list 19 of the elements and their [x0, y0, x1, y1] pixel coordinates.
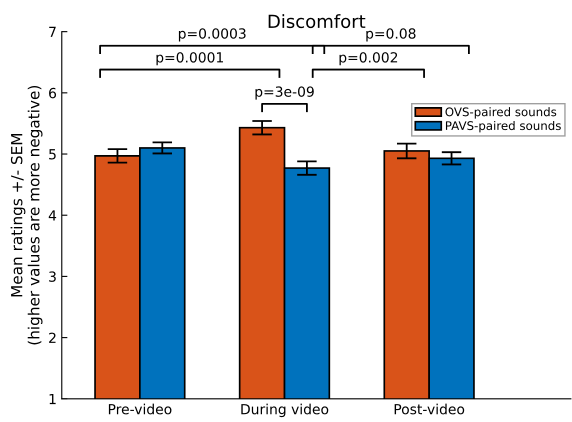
annotation: p=3e-09: [256, 86, 314, 100]
y-tick-label: 4: [48, 210, 56, 220]
annotation: p=0.0001: [156, 52, 224, 66]
y-tick-label: 6: [49, 88, 56, 98]
y-tick-label: 7: [49, 26, 56, 37]
annotation: p=0.0003: [178, 28, 246, 42]
y-tick-label: 1: [50, 394, 56, 404]
legend-label: OVS-paired sounds: [445, 107, 556, 119]
x-tick-label: Pre-video: [108, 404, 172, 414]
annotation: p=0.002: [340, 52, 398, 66]
x-tick-label: Post-video: [394, 404, 464, 414]
legend-label: PAVS-paired sounds: [446, 120, 561, 132]
y-axis-title: Mean ratings +/- SEM (higher values are more negative): [10, 86, 43, 344]
chart-title: Discomfort: [268, 14, 366, 28]
y-tick-label: 3: [49, 271, 56, 282]
y-tick-label: 5: [49, 149, 56, 160]
x-tick-label: During video: [241, 404, 328, 418]
annotation: p=0.08: [366, 28, 416, 42]
y-tick-label: 2: [49, 332, 56, 343]
